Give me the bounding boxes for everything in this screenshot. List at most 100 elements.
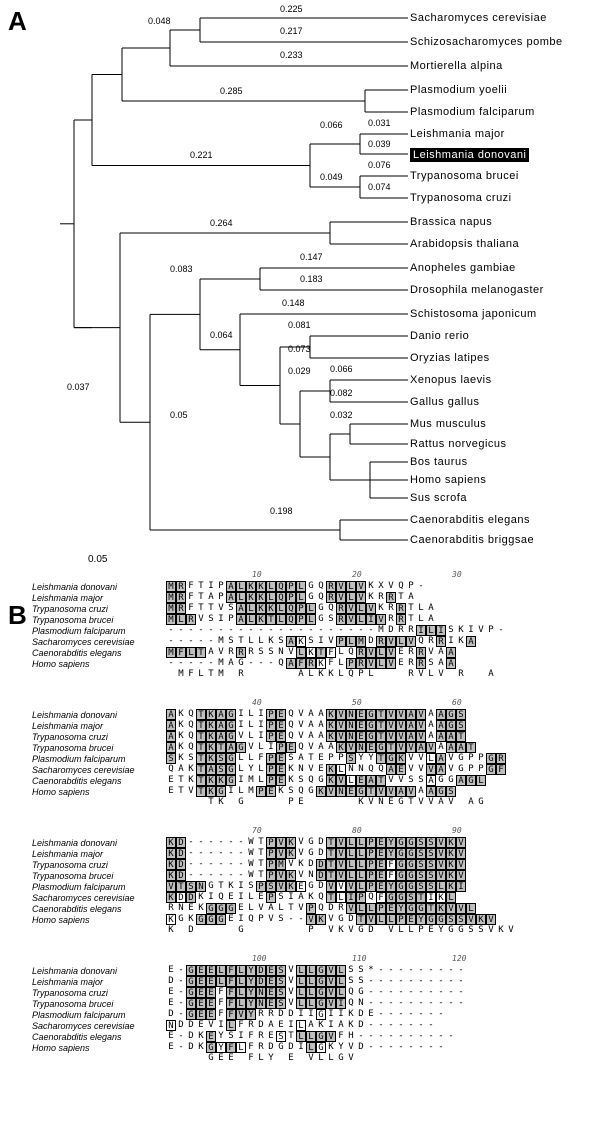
branch-length: 0.037: [67, 382, 90, 392]
position-ruler: 708090: [166, 826, 588, 836]
branch-length: 0.039: [368, 139, 391, 149]
species-name: Leishmania major: [32, 593, 166, 603]
branch-length: 0.048: [148, 16, 171, 26]
alignment-row: Caenorabditis elegansE-DKEYSIFRESTLLGVFH…: [32, 1031, 588, 1042]
branch-length: 0.066: [330, 364, 353, 374]
alignment-block: 100110120Leishmania donovaniE-GEELFLYDES…: [32, 954, 588, 1064]
taxon-label: Bos taurus: [410, 456, 468, 468]
taxon-label: Mortierella alpina: [410, 60, 503, 72]
branch-length: 0.074: [368, 182, 391, 192]
branch-length: 0.083: [170, 264, 193, 274]
species-name: Caenorabditis elegans: [32, 776, 166, 786]
alignment-row: Caenorabditis elegansRNEKGGGELVALTVPQDRV…: [32, 903, 588, 914]
position-ruler: 102030: [166, 570, 588, 580]
species-name: Caenorabditis elegans: [32, 1032, 166, 1042]
alignment-row: Leishmania donovaniKD------WTPVKVGDTVLLP…: [32, 837, 588, 848]
species-name: Leishmania donovani: [32, 582, 166, 592]
species-name: Leishmania major: [32, 849, 166, 859]
alignment-row: Caenorabditis elegansMFLTAVRRRSSNVLKTFLQ…: [32, 647, 588, 658]
branch-length: 0.264: [210, 218, 233, 228]
species-name: Caenorabditis elegans: [32, 904, 166, 914]
taxon-label: Arabidopsis thaliana: [410, 238, 519, 250]
species-name: Trypanosoma brucei: [32, 743, 166, 753]
taxon-label: Sus scrofa: [410, 492, 467, 504]
alignment-block: 102030Leishmania donovaniMRFTIPALKKLQPLG…: [32, 570, 588, 680]
consensus-row: GEEFLYEVLLGV: [32, 1053, 588, 1064]
taxon-label: Plasmodium falciparum: [410, 106, 535, 118]
panel-b-label: B: [8, 600, 27, 631]
alignment-row: Homo sapiensE-DKGYFLFRDGDILGKYVD--------: [32, 1042, 588, 1053]
taxon-label: Mus musculus: [410, 418, 486, 430]
branch-length: 0.076: [368, 160, 391, 170]
species-name: Trypanosoma brucei: [32, 615, 166, 625]
species-name: Leishmania major: [32, 721, 166, 731]
branch-length: 0.225: [280, 4, 303, 14]
species-name: Homo sapiens: [32, 1043, 166, 1053]
branch-length: 0.032: [330, 410, 353, 420]
consensus-row: MFLTMRALKKLQPLRVLVRA: [32, 669, 588, 680]
species-name: Leishmania major: [32, 977, 166, 987]
alignment-row: Leishmania majorD-GEELFLYDESVLLGVLSS----…: [32, 976, 588, 987]
branch-length: 0.066: [320, 120, 343, 130]
branch-length: 0.064: [210, 330, 233, 340]
alignment-row: Plasmodium falciparumVTSNGTKISPSVKEGDVVV…: [32, 881, 588, 892]
branch-length: 0.183: [300, 274, 323, 284]
alignment-row: Leishmania majorMRFTAPALKKLQPLGQRVLVKRRT…: [32, 592, 588, 603]
species-name: Trypanosoma cruzi: [32, 988, 166, 998]
alignment-row: Trypanosoma bruceiKD------WTPVKVNDTVLLPE…: [32, 870, 588, 881]
species-name: Sacharomyces cerevisiae: [32, 1021, 166, 1031]
taxon-label: Schizosacharomyces pombe: [410, 36, 563, 48]
alignment-row: Plasmodium falciparumSKSTKSGLLFPESATEPPS…: [32, 753, 588, 764]
taxon-label: Rattus norvegicus: [410, 438, 507, 450]
alignment-row: Trypanosoma bruceiAKQTKTAGVLIPEQVAAKVNEG…: [32, 742, 588, 753]
taxon-label: Anopheles gambiae: [410, 262, 516, 274]
alignment-row: Leishmania donovaniE-GEELFLYDESVLLGVLSS*…: [32, 965, 588, 976]
taxon-label: Plasmodium yoelii: [410, 84, 507, 96]
alignment-row: Leishmania majorKD------WTPVKVGDTVLLPEYG…: [32, 848, 588, 859]
figure: A Sacharomyces cerevisiae Schizosacharomy…: [0, 0, 600, 1064]
consensus-row: TKGPEKVNEGTVVAVAG: [32, 797, 588, 808]
alignment-row: Sacharomyces cerevisiaeQAKTASGLYLPEKNVEK…: [32, 764, 588, 775]
species-name: Trypanosoma cruzi: [32, 604, 166, 614]
taxon-label: Leishmania major: [410, 128, 505, 140]
branch-length: 0.198: [270, 506, 293, 516]
branch-length: 0.081: [288, 320, 311, 330]
branch-length: 0.049: [320, 172, 343, 182]
branch-length: 0.029: [288, 366, 311, 376]
alignment-row: Leishmania majorAKQTKAGILIPEQVAAKVNEGTVV…: [32, 720, 588, 731]
alignment-row: Trypanosoma cruziKD------WTPMVKDDTVLLPEF…: [32, 859, 588, 870]
species-name: Plasmodium falciparum: [32, 754, 166, 764]
taxon-label: Caenorabditis elegans: [410, 514, 530, 526]
alignment-row: Leishmania donovaniAKQTKAGILIPEQVAAKVNEG…: [32, 709, 588, 720]
panel-a-label: A: [8, 6, 27, 37]
alignment-row: Sacharomyces cerevisiaeNDDEVILFRDAEILAKI…: [32, 1020, 588, 1031]
phylogenetic-tree: Sacharomyces cerevisiae Schizosacharomyce…: [30, 0, 590, 530]
species-name: Homo sapiens: [32, 915, 166, 925]
branch-length: 0.082: [330, 388, 353, 398]
branch-length: 0.147: [300, 252, 323, 262]
branch-length: 0.217: [280, 26, 303, 36]
taxon-label: Trypanosoma brucei: [410, 170, 519, 182]
taxon-label: Sacharomyces cerevisiae: [410, 12, 547, 24]
taxon-label: Xenopus laevis: [410, 374, 492, 386]
taxon-label: Danio rerio: [410, 330, 469, 342]
alignment-row: Trypanosoma bruceiE-GEEFFLYNESVLLGVIQN--…: [32, 998, 588, 1009]
species-name: Plasmodium falciparum: [32, 1010, 166, 1020]
taxon-label: Homo sapiens: [410, 474, 486, 486]
alignment-block: 405060Leishmania donovaniAKQTKAGILIPEQVA…: [32, 698, 588, 808]
taxon-label: Schistosoma japonicum: [410, 308, 537, 320]
species-name: Trypanosoma brucei: [32, 871, 166, 881]
sequence-alignment: 102030Leishmania donovaniMRFTIPALKKLQPLG…: [32, 570, 588, 1064]
species-name: Plasmodium falciparum: [32, 882, 166, 892]
branch-length: 0.031: [368, 118, 391, 128]
taxon-label: Trypanosoma cruzi: [410, 192, 512, 204]
scale-label: 0.05: [88, 554, 107, 565]
alignment-row: Sacharomyces cerevisiaeKDDKIQEILEPSIAKQT…: [32, 892, 588, 903]
species-name: Trypanosoma cruzi: [32, 860, 166, 870]
species-name: Leishmania donovani: [32, 710, 166, 720]
branch-length: 0.285: [220, 86, 243, 96]
position-ruler: 100110120: [166, 954, 588, 964]
taxon-label: Oryzias latipes: [410, 352, 490, 364]
alignment-row: Homo sapiensKGKGGGEIQPVS--VKVGDTVLLPEYGG…: [32, 914, 588, 925]
species-name: Leishmania donovani: [32, 838, 166, 848]
